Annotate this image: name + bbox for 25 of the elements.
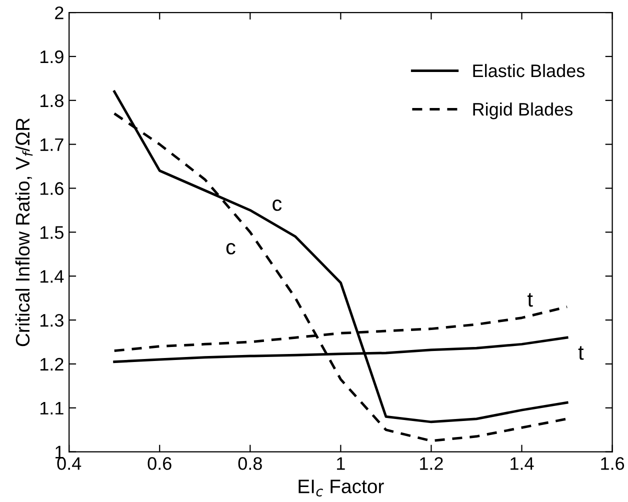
legend-label: Elastic Blades	[473, 64, 585, 78]
x-tick-label: 0.8	[238, 457, 262, 470]
annotation: t	[528, 293, 533, 307]
y-tick-label: 1.6	[40, 182, 64, 195]
x-tick-label: 1.4	[510, 457, 534, 470]
y-axis-title: Critical Inflow Ratio, V$_{f}$/ΩR	[15, 118, 33, 346]
y-tick-label: 1.1	[40, 402, 64, 414]
x-tick-label: 1	[337, 457, 345, 470]
annotation: c	[226, 243, 236, 254]
x-tick-label: 1.2	[420, 457, 443, 470]
x-tick-label: 0.4	[57, 457, 82, 470]
x-tick-label: 1.6	[601, 457, 624, 470]
y-tick-label: 1.5	[40, 226, 64, 239]
legend-label: Rigid Blades	[473, 102, 572, 120]
y-tick-label: 2	[55, 6, 64, 20]
y-tick-label: 1.4	[40, 270, 64, 283]
y-tick-label: 1.2	[40, 358, 64, 370]
y-tick-label: 1.7	[40, 138, 64, 151]
x-tick-label: 0.6	[148, 457, 172, 470]
y-tick-label: 1.3	[40, 314, 64, 327]
y-tick-label: 1.9	[40, 50, 64, 64]
annotation: c	[272, 200, 282, 211]
y-tick-label: 1.8	[40, 94, 64, 108]
annotation: t	[578, 346, 584, 360]
x-axis-title: EI$_{c}$ Factor	[298, 480, 384, 496]
